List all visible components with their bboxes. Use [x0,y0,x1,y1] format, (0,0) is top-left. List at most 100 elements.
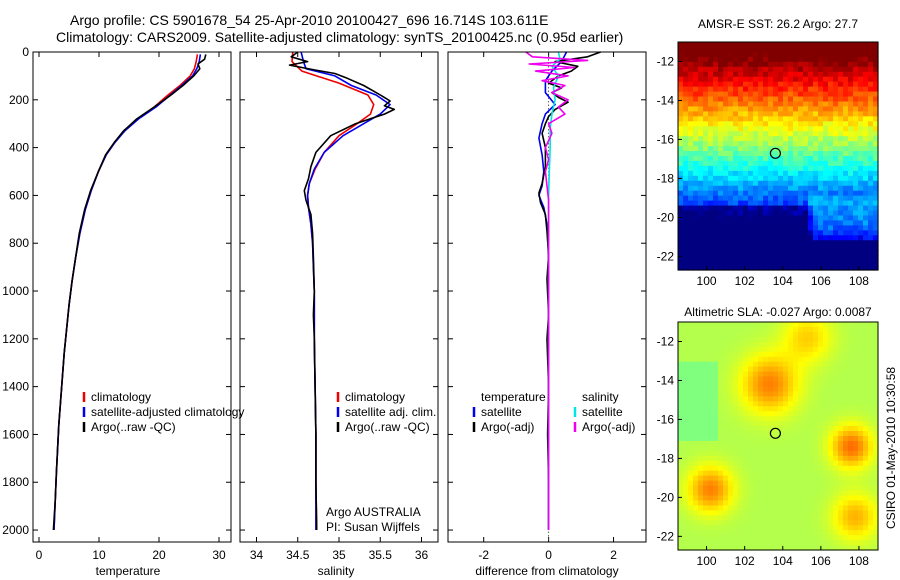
heatmap-cell [733,116,739,122]
heatmap-cell [838,406,844,412]
heatmap-cell [838,175,844,182]
heatmap-cell [758,151,764,157]
heatmap-cell [848,406,854,412]
heatmap-cell [808,86,814,93]
heatmap-cell [788,346,794,353]
heatmap-cell [768,440,774,447]
heatmap-cell [838,371,844,378]
heatmap-cell [693,51,699,58]
heatmap-cell [703,205,709,212]
heatmap-cell [793,101,799,108]
heatmap-cell [768,406,774,412]
heatmap-cell [853,465,859,472]
heatmap-cell [733,220,739,226]
difference-series [525,51,601,542]
heatmap-cell [763,495,769,502]
heatmap-cell [698,240,704,246]
heatmap-cell [773,215,779,222]
heatmap-cell [738,416,744,422]
heatmap-cell [818,510,824,516]
heatmap-cell [818,525,824,531]
heatmap-cell [833,326,839,333]
heatmap-cell [823,470,829,477]
heatmap-cell [713,265,719,271]
heatmap-cell [733,195,739,202]
heatmap-cell [688,96,694,103]
heatmap-cell [858,361,864,368]
heatmap-cell [848,500,854,506]
heatmap-cell [758,76,764,83]
heatmap-cell [863,505,869,511]
heatmap-cell [868,265,874,271]
heatmap-cell [838,91,844,98]
heatmap-cell [863,190,869,197]
heatmap-cell [733,265,739,271]
heatmap-cell [683,66,689,73]
heatmap-cell [868,515,874,521]
heatmap-cell [728,371,734,378]
heatmap-cell [693,42,699,48]
heatmap-cell [678,545,684,551]
heatmap-cell [683,240,689,246]
heatmap-cell [833,76,839,83]
heatmap-cell [873,445,879,452]
heatmap-cell [703,416,709,422]
heatmap-cell [723,111,729,117]
heatmap-cell [773,336,779,343]
heatmap-cell [718,500,724,506]
heatmap-cell [778,260,784,266]
heatmap-cell [693,540,699,546]
heatmap-cell [718,111,724,117]
heatmap-cell [718,195,724,202]
heatmap-cell [798,455,804,462]
heatmap-cell [733,391,739,397]
heatmap-cell [813,81,819,88]
heatmap-cell [863,356,869,363]
heatmap-cell [693,240,699,246]
heatmap-cell [778,141,784,147]
heatmap-cell [738,386,744,392]
heatmap-cell [753,326,759,333]
heatmap-cell [763,61,769,68]
heatmap-cell [718,126,724,132]
heatmap-cell [733,71,739,78]
heatmap-cell [698,346,704,353]
heatmap-cell [788,76,794,83]
heatmap-cell [703,361,709,368]
heatmap-cell [748,465,754,472]
heatmap-cell [753,495,759,502]
heatmap-cell [753,356,759,363]
heatmap-cell [708,250,714,256]
heatmap-cell [828,160,834,167]
heatmap-cell [868,505,874,511]
heatmap-cell [778,361,784,368]
heatmap-cell [768,180,774,187]
heatmap-cell [718,426,724,432]
heatmap-cell [783,416,789,422]
heatmap-cell [833,42,839,48]
heatmap-cell [848,535,854,541]
heatmap-cell [703,331,709,338]
heatmap-cell [828,445,834,452]
heatmap-cell [703,51,709,58]
heatmap-cell [788,81,794,88]
heatmap-cell [808,76,814,83]
heatmap-cell [848,46,854,53]
heatmap-cell [683,101,689,108]
heatmap-cell [853,151,859,157]
heatmap-cell [723,126,729,132]
heatmap-cell [768,500,774,506]
heatmap-cell [713,205,719,212]
heatmap-cell [718,61,724,68]
heatmap-cell [683,336,689,343]
heatmap-cell [683,141,689,147]
heatmap-cell [738,260,744,266]
heatmap-cell [703,490,709,497]
heatmap-cell [748,121,754,127]
heatmap-cell [818,396,824,402]
heatmap-cell [753,116,759,122]
heatmap-cell [738,146,744,152]
heatmap-cell [858,525,864,531]
heatmap-cell [698,426,704,432]
heatmap-cell [738,351,744,358]
